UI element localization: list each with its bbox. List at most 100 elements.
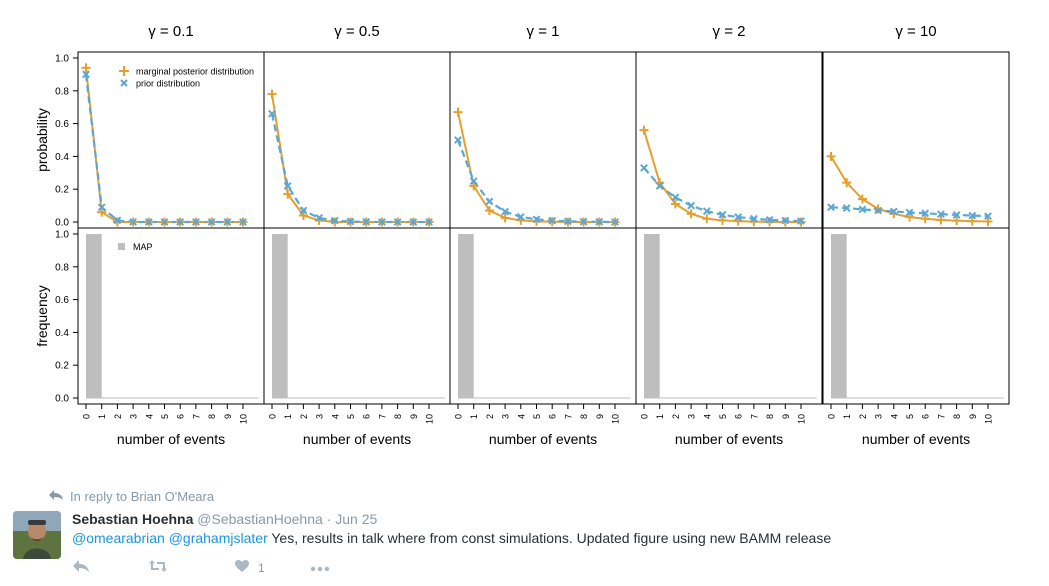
prior-point [82,70,90,79]
x-tick-label: 8 [952,414,962,419]
posterior-line [643,129,801,223]
x-tick-label: 2 [113,414,123,419]
posterior-line [85,67,243,223]
prior-point [330,216,339,225]
x-tick-label: 7 [191,414,201,419]
y-tick-label: 0.0 [55,394,69,405]
x-tick-label: 10 [984,414,994,424]
retweet-button[interactable] [148,559,234,578]
x-tick-label: 8 [393,414,403,419]
x-tick-label: 9 [968,414,978,419]
prior-point [827,203,835,212]
prior-point [283,182,292,190]
x-axis-label: number of events [117,431,225,447]
x-tick-label: 2 [858,414,868,419]
like-count: 1 [258,561,265,575]
prior-point [640,163,648,172]
avatar[interactable] [13,511,61,559]
reply-icon [72,559,90,578]
mention-grahamjslater[interactable]: @grahamjslater [168,530,268,546]
prior-point [469,177,478,185]
top-panel-frame [822,51,1010,229]
x-tick-label: 9 [781,414,791,419]
like-button[interactable]: 1 [234,559,310,578]
prior-point [176,218,185,226]
more-button[interactable] [310,559,330,577]
x-tick-label: 7 [936,414,946,419]
map-bar [272,234,288,398]
x-tick-label: 5 [160,414,170,419]
x-tick-label: 5 [532,414,542,419]
x-tick-label: 3 [874,414,884,419]
x-tick-label: 0 [454,414,464,419]
reply-button[interactable] [72,559,148,578]
x-tick-label: 0 [268,414,278,419]
x-tick-label: 1 [842,414,852,419]
prior-point [702,207,711,216]
prior-point [299,206,308,215]
x-tick-label: 4 [889,414,899,419]
x-tick-label: 9 [409,414,419,419]
author-handle[interactable]: @SebastianHoehna [197,511,323,527]
more-icon [310,559,330,577]
map-bar [86,234,102,398]
prior-point [595,217,604,226]
prior-point [718,210,727,219]
x-tick-label: 2 [671,414,681,419]
x-tick-label: 6 [362,414,372,419]
y-tick-label: 0.0 [55,218,69,229]
legend-map-label: MAP [133,242,153,252]
prior-line [270,113,429,224]
prior-point [579,217,588,226]
prior-point [501,207,510,216]
figure-svg: γ = 0.1 γ = 0.5 γ = 1 γ = 2 γ = 10 0.0 0.0 0.2 0… [34,23,1010,447]
x-tick-label: 1 [469,414,479,419]
x-tick-label: 5 [718,414,728,419]
prior-point [749,214,758,223]
reply-to-text[interactable]: In reply to Brian O'Meara [70,489,215,504]
bottom-panel-frame [77,227,265,405]
prior-line [456,139,616,224]
prior-point [485,197,494,206]
tweet[interactable]: In reply to Brian O'Meara Sebastian Hoeh… [0,478,1049,586]
prior-point [968,211,977,220]
prior-point [563,217,572,226]
prior-point [765,215,774,224]
prior-point [239,218,247,226]
prior-point [952,211,961,219]
posterior-line [457,111,615,223]
x-tick-label: 0 [640,414,650,419]
x-tick-label: 3 [129,414,139,419]
panel-title: γ = 10 [895,23,936,40]
tweet-date[interactable]: Jun 25 [335,511,378,527]
separator-dot: · [326,511,332,527]
x-tick-label: 8 [207,414,217,419]
top-panel-frame [449,51,637,229]
x-tick-label: 1 [283,414,293,419]
reply-arrow-icon [48,488,64,505]
y-tick-label: 0.8 [55,86,69,97]
x-tick-label: 7 [749,414,759,419]
x-tick-label: 3 [315,414,325,419]
x-tick-label: 9 [223,414,233,419]
prior-point [905,208,914,217]
prior-point [858,205,867,214]
prior-point [425,218,433,226]
legend-prior-marker [120,79,128,87]
prior-point [191,218,200,226]
y-axis-label-probability: probability [34,108,50,172]
x-tick-label: 4 [144,414,154,419]
x-tick-label: 7 [563,414,573,419]
prior-point [516,213,525,221]
x-tick-label: 8 [765,414,775,419]
posterior-line [271,93,429,223]
mention-omearabrian[interactable]: @omearabrian [72,530,165,546]
prior-point [842,204,851,212]
reply-context[interactable]: In reply to Brian O'Meara [48,488,214,505]
x-tick-label: 1 [97,414,107,419]
y-tick-label: 0.8 [55,262,69,273]
x-tick-label: 1 [655,414,665,419]
author-name[interactable]: Sebastian Hoehna [72,511,194,527]
prior-point [781,216,790,225]
prior-point [393,218,402,226]
